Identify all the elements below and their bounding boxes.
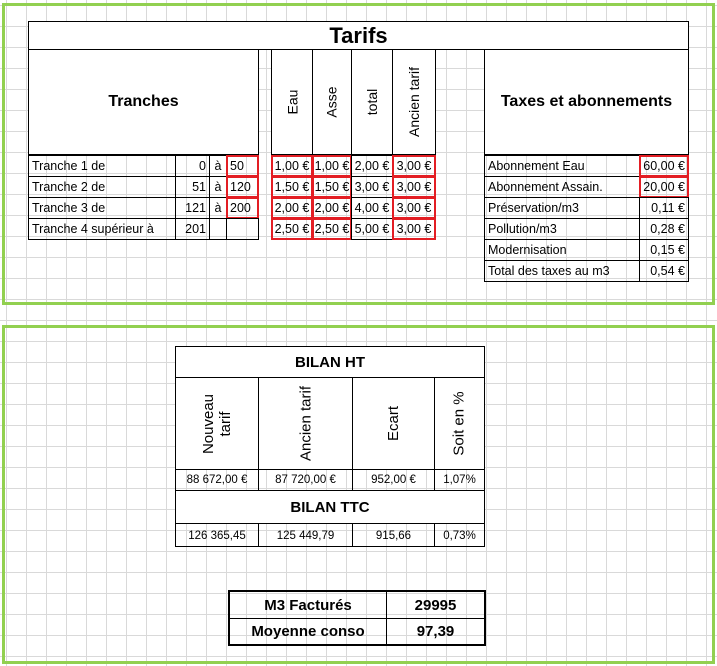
bilan-ht-ecart[interactable]: 952,00 € bbox=[352, 469, 435, 491]
tranche-eau-3[interactable]: 2,00 € bbox=[271, 197, 313, 219]
tax-label-6[interactable]: Total des taxes au m3 bbox=[484, 260, 640, 282]
bilan-header-soit-en-pct[interactable]: Soit en % bbox=[434, 377, 485, 470]
tax-value-2[interactable]: 20,00 € bbox=[639, 176, 689, 198]
tax-label-5[interactable]: Modernisation bbox=[484, 239, 640, 261]
header-total[interactable]: total bbox=[351, 49, 393, 155]
tax-value-1[interactable]: 60,00 € bbox=[639, 155, 689, 177]
tarifs-title: Tarifs bbox=[329, 22, 388, 48]
bilan-header-nouveau-tarif[interactable]: Nouveau tarif bbox=[175, 377, 259, 470]
header-ancien-tarif[interactable]: Ancien tarif bbox=[392, 49, 436, 155]
bilan-ht-pct[interactable]: 1,07% bbox=[434, 469, 485, 491]
bilan-frame bbox=[2, 325, 715, 664]
tarifs-title-cell[interactable]: Tarifs bbox=[28, 21, 689, 50]
tranche-asse-4[interactable]: 2,50 € bbox=[312, 218, 352, 240]
tranche-label-4[interactable]: Tranche 4 supérieur à bbox=[28, 218, 176, 240]
tranche-asse-2[interactable]: 1,50 € bbox=[312, 176, 352, 198]
tranche-ancien-1[interactable]: 3,00 € bbox=[392, 155, 436, 177]
tranche-from-4[interactable]: 201 bbox=[175, 218, 210, 240]
taxes-header: Taxes et abonnements bbox=[500, 93, 673, 110]
tranche-ancien-4[interactable]: 3,00 € bbox=[392, 218, 436, 240]
tranche-total-3[interactable]: 4,00 € bbox=[351, 197, 393, 219]
tax-label-1[interactable]: Abonnement Eau bbox=[484, 155, 640, 177]
tranche-eau-4[interactable]: 2,50 € bbox=[271, 218, 313, 240]
tranche-ancien-3[interactable]: 3,00 € bbox=[392, 197, 436, 219]
m3-factures-value[interactable]: 29995 bbox=[386, 590, 486, 619]
bilan-ht-nouveau[interactable]: 88 672,00 € bbox=[175, 469, 259, 491]
bilan-ht-ancien[interactable]: 87 720,00 € bbox=[258, 469, 353, 491]
tranche-total-4[interactable]: 5,00 € bbox=[351, 218, 393, 240]
tax-value-5[interactable]: 0,15 € bbox=[639, 239, 689, 261]
moyenne-conso-label[interactable]: Moyenne conso bbox=[228, 618, 387, 646]
tranche-asse-3[interactable]: 2,00 € bbox=[312, 197, 352, 219]
tax-label-4[interactable]: Pollution/m3 bbox=[484, 218, 640, 240]
tranches-header-cell[interactable]: Tranches bbox=[28, 49, 259, 155]
tranche-a-1[interactable]: à bbox=[209, 155, 227, 177]
tax-label-3[interactable]: Préservation/m3 bbox=[484, 197, 640, 219]
tranche-total-1[interactable]: 2,00 € bbox=[351, 155, 393, 177]
bilan-ttc-title-cell[interactable]: BILAN TTC bbox=[175, 490, 485, 524]
tranche-to-2[interactable]: 120 bbox=[226, 176, 259, 198]
m3-factures-label[interactable]: M3 Facturés bbox=[228, 590, 387, 619]
bilan-ttc-title: BILAN TTC bbox=[290, 498, 370, 516]
tranche-from-3[interactable]: 121 bbox=[175, 197, 210, 219]
bilan-header-ancien-tarif[interactable]: Ancien tarif bbox=[258, 377, 353, 470]
moyenne-conso-value[interactable]: 97,39 bbox=[386, 618, 486, 646]
tranche-ancien-2[interactable]: 3,00 € bbox=[392, 176, 436, 198]
tranche-to-4[interactable] bbox=[226, 218, 259, 240]
tranche-a-2[interactable]: à bbox=[209, 176, 227, 198]
tax-label-2[interactable]: Abonnement Assain. bbox=[484, 176, 640, 198]
taxes-header-cell[interactable]: Taxes et abonnements bbox=[484, 49, 689, 155]
tranche-to-1[interactable]: 50 bbox=[226, 155, 259, 177]
tax-value-3[interactable]: 0,11 € bbox=[639, 197, 689, 219]
bilan-ttc-ecart[interactable]: 915,66 bbox=[352, 523, 435, 547]
tranche-from-2[interactable]: 51 bbox=[175, 176, 210, 198]
tranche-label-3[interactable]: Tranche 3 de bbox=[28, 197, 176, 219]
tranche-total-2[interactable]: 3,00 € bbox=[351, 176, 393, 198]
tranche-label-1[interactable]: Tranche 1 de bbox=[28, 155, 176, 177]
tranche-label-2[interactable]: Tranche 2 de bbox=[28, 176, 176, 198]
bilan-ttc-pct[interactable]: 0,73% bbox=[434, 523, 485, 547]
bilan-ttc-nouveau[interactable]: 126 365,45 bbox=[175, 523, 259, 547]
header-eau[interactable]: Eau bbox=[271, 49, 313, 155]
tranche-to-3[interactable]: 200 bbox=[226, 197, 259, 219]
bilan-header-ecart[interactable]: Ecart bbox=[352, 377, 435, 470]
tranche-eau-1[interactable]: 1,00 € bbox=[271, 155, 313, 177]
tranche-asse-1[interactable]: 1,00 € bbox=[312, 155, 352, 177]
tranche-a-4[interactable] bbox=[209, 218, 227, 240]
bilan-ht-title: BILAN HT bbox=[295, 353, 365, 371]
tax-value-6[interactable]: 0,54 € bbox=[639, 260, 689, 282]
tranche-a-3[interactable]: à bbox=[209, 197, 227, 219]
tarifs-frame bbox=[2, 3, 715, 305]
tax-value-4[interactable]: 0,28 € bbox=[639, 218, 689, 240]
tranche-from-1[interactable]: 0 bbox=[175, 155, 210, 177]
header-asse[interactable]: Asse bbox=[312, 49, 352, 155]
tranche-eau-2[interactable]: 1,50 € bbox=[271, 176, 313, 198]
bilan-ttc-ancien[interactable]: 125 449,79 bbox=[258, 523, 353, 547]
tranches-header: Tranches bbox=[108, 93, 179, 110]
bilan-ht-title-cell[interactable]: BILAN HT bbox=[175, 346, 485, 378]
